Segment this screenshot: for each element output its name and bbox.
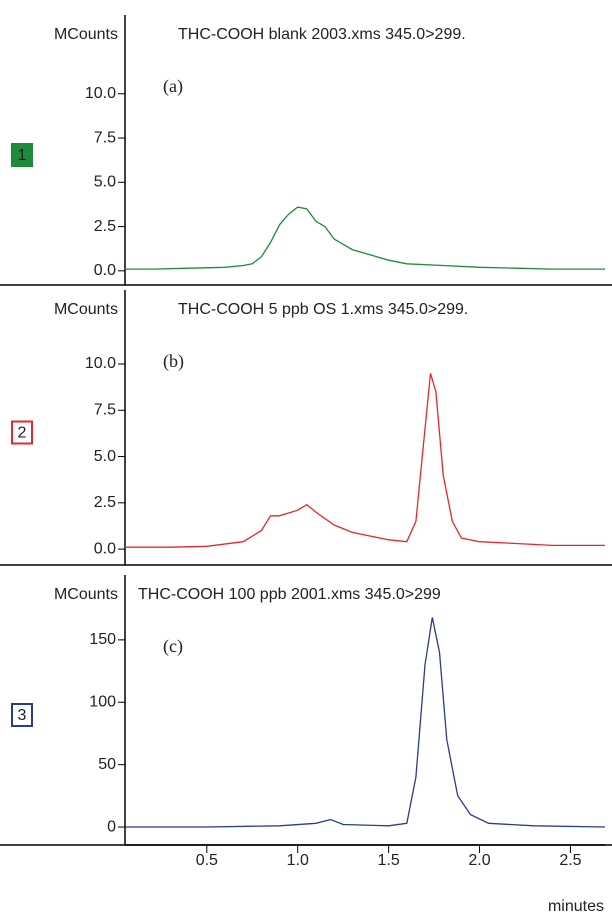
series-title: THC-COOH 5 ppb OS 1.xms 345.0>299. [178,301,468,318]
y-tick-label: 7.5 [94,402,116,419]
x-axis-label: minutes [548,898,604,915]
x-tick-label: 2.0 [468,852,490,869]
y-axis-label: MCounts [54,301,118,318]
data-line [125,206,605,270]
y-tick-label: 10.0 [85,85,116,102]
y-tick-label: 150 [89,631,116,648]
y-tick-label: 10.0 [85,355,116,372]
panel-number: 1 [18,147,27,164]
data-line [125,617,606,828]
panel-number-box [11,143,33,167]
x-tick-label: 2.5 [559,852,581,869]
x-tick-label: 1.0 [287,852,309,869]
y-tick-label: 5.0 [94,448,116,465]
series-title: THC-COOH blank 2003.xms 345.0>299. [178,26,466,43]
y-axis-label: MCounts [54,26,118,43]
y-tick-label: 2.5 [94,218,116,235]
panel-number-box [11,420,33,445]
y-tick-label: 5.0 [94,174,116,191]
y-tick-label: 0.0 [94,262,116,279]
panel-number-box [11,703,33,727]
y-tick-label: 2.5 [94,494,116,511]
panel-number: 2 [18,425,27,442]
y-tick-label: 0.0 [94,540,116,557]
panel-tag: (b) [163,351,184,372]
data-line [125,373,605,548]
y-tick-label: 0 [107,818,116,835]
y-tick-label: 50 [98,756,116,773]
panel-tag: (a) [163,76,183,97]
y-tick-label: 7.5 [94,129,116,146]
x-tick-label: 0.5 [196,852,218,869]
y-tick-label: 100 [89,693,116,710]
x-tick-label: 1.5 [378,852,400,869]
series-title: THC-COOH 100 ppb 2001.xms 345.0>299 [138,586,441,603]
panel-tag: (c) [163,636,183,657]
y-axis-label: MCounts [54,586,118,603]
panel-number: 3 [18,707,27,724]
